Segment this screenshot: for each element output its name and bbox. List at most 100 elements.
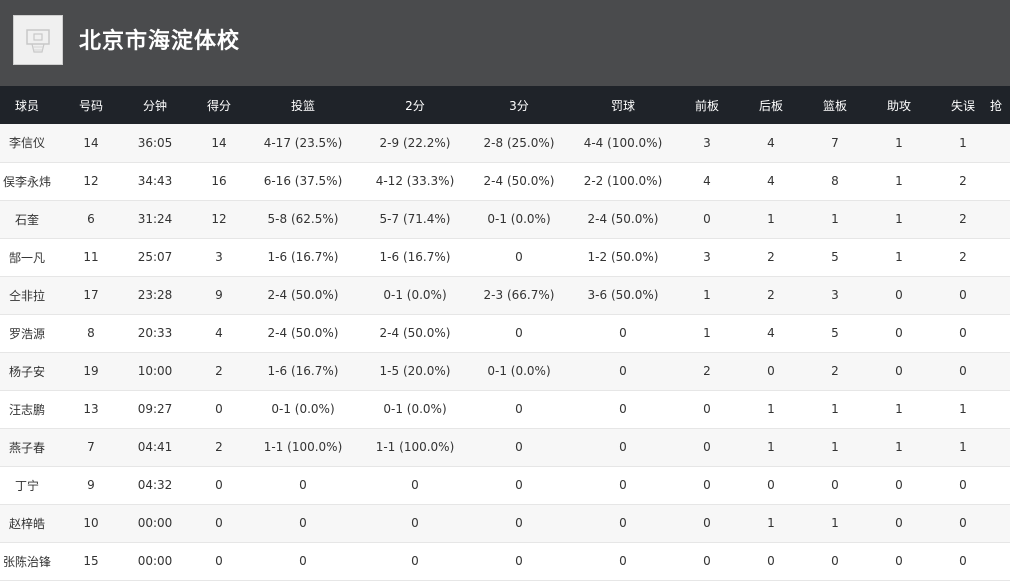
column-header-ft[interactable]: 罚球 — [610, 98, 635, 113]
table-row[interactable]: 李信仪 14 36:05 14 4-17 (23.5%) 2-9 (22.2%) 2-8 (… — [0, 124, 1010, 162]
oreb-cell: 1 — [703, 326, 711, 340]
ft-cell: 0 — [619, 554, 627, 568]
tov-cell: 2 — [959, 174, 967, 188]
oreb-cell: 3 — [703, 250, 711, 264]
team-logo-icon — [26, 29, 50, 53]
table-row[interactable]: 俣李永炜 12 34:43 16 6-16 (37.5%) 4-12 (33.3%) 2-4… — [0, 162, 1010, 200]
column-header-2pt[interactable]: 2分 — [405, 98, 425, 113]
minutes-cell: 09:27 — [137, 402, 173, 416]
ft-cell: 3-6 (50.0%) — [587, 288, 659, 302]
tov-cell: 0 — [959, 364, 967, 378]
number-cell: 6 — [87, 212, 95, 226]
number-cell: 14 — [83, 135, 99, 150]
ft-cell: 0 — [619, 364, 627, 378]
three-pt-cell: 0 — [515, 516, 523, 530]
column-header-reb[interactable]: 篮板 — [822, 98, 847, 113]
two-pt-cell: 5-7 (71.4%) — [379, 212, 451, 226]
ft-cell: 2-4 (50.0%) — [587, 212, 659, 226]
minutes-cell: 04:41 — [137, 440, 173, 454]
reb-cell: 1 — [831, 212, 839, 226]
three-pt-cell: 0 — [515, 478, 523, 492]
reb-cell: 3 — [831, 288, 839, 302]
dreb-cell: 4 — [767, 135, 775, 150]
stl-cell — [982, 124, 1010, 162]
table-row[interactable]: 汪志鹏 13 09:27 0 0-1 (0.0%) 0-1 (0.0%) 0 0 0 1 1 1 1 — [0, 390, 1010, 428]
column-header-oreb[interactable]: 前板 — [694, 98, 719, 113]
table-row[interactable]: 赵梓皓 10 00:00 0 0 0 0 0 0 1 1 0 0 — [0, 504, 1010, 542]
table-row[interactable]: 仝非拉 17 23:28 9 2-4 (50.0%) 0-1 (0.0%) 2-3 (66.… — [0, 276, 1010, 314]
column-header-3pt[interactable]: 3分 — [509, 98, 529, 113]
column-header-ast[interactable]: 助攻 — [886, 98, 911, 113]
stl-cell — [982, 466, 1010, 504]
minutes-cell: 31:24 — [137, 212, 173, 226]
dreb-cell: 0 — [767, 554, 775, 568]
points-cell: 9 — [215, 288, 223, 302]
fg-cell: 1-6 (16.7%) — [267, 364, 339, 378]
points-cell: 3 — [215, 250, 223, 264]
two-pt-cell: 2-9 (22.2%) — [379, 135, 451, 150]
three-pt-cell: 0 — [515, 250, 523, 264]
dreb-cell: 4 — [767, 326, 775, 340]
reb-cell: 1 — [831, 402, 839, 416]
dreb-cell: 1 — [767, 212, 775, 226]
oreb-cell: 0 — [703, 554, 711, 568]
stl-cell — [982, 504, 1010, 542]
column-header-minutes[interactable]: 分钟 — [142, 98, 167, 113]
two-pt-cell: 0 — [411, 478, 419, 492]
minutes-cell: 04:32 — [137, 478, 173, 492]
player-name-cell: 赵梓皓 — [8, 516, 45, 531]
column-header-number[interactable]: 号码 — [78, 98, 103, 113]
column-header-points[interactable]: 得分 — [206, 98, 231, 113]
oreb-cell: 1 — [703, 288, 711, 302]
team-header: 北京市海淀体校 — [0, 0, 1010, 86]
reb-cell: 7 — [831, 135, 839, 150]
ast-cell: 0 — [895, 554, 903, 568]
table-body: 李信仪 14 36:05 14 4-17 (23.5%) 2-9 (22.2%) 2-8 (… — [0, 124, 1010, 580]
table-row[interactable]: 石奎 6 31:24 12 5-8 (62.5%) 5-7 (71.4%) 0-1 (0.0… — [0, 200, 1010, 238]
table-row[interactable]: 张陈治锋 15 00:00 0 0 0 0 0 0 0 0 0 0 — [0, 542, 1010, 580]
ft-cell: 2-2 (100.0%) — [583, 174, 663, 188]
two-pt-cell: 4-12 (33.3%) — [375, 174, 455, 188]
column-header-fg[interactable]: 投篮 — [290, 98, 315, 113]
player-name-cell: 汪志鹏 — [8, 402, 45, 417]
tov-cell: 0 — [959, 288, 967, 302]
fg-cell: 2-4 (50.0%) — [267, 288, 339, 302]
minutes-cell: 00:00 — [137, 554, 173, 568]
oreb-cell: 2 — [703, 364, 711, 378]
column-header-player[interactable]: 球员 — [14, 98, 39, 113]
points-cell: 16 — [211, 174, 227, 188]
player-name-cell: 俣李永炜 — [2, 174, 51, 189]
two-pt-cell: 0-1 (0.0%) — [383, 288, 447, 302]
points-cell: 2 — [215, 364, 223, 378]
player-name-cell: 燕子春 — [8, 440, 45, 455]
column-header-stl[interactable]: 抢 — [989, 98, 1002, 113]
two-pt-cell: 0-1 (0.0%) — [383, 402, 447, 416]
three-pt-cell: 0-1 (0.0%) — [487, 212, 551, 226]
table-row[interactable]: 罗浩源 8 20:33 4 2-4 (50.0%) 2-4 (50.0%) 0 0 1 4 5 0 0 — [0, 314, 1010, 352]
fg-cell: 0 — [299, 516, 307, 530]
player-name-cell: 仝非拉 — [8, 288, 45, 303]
tov-cell: 2 — [959, 250, 967, 264]
column-header-tov[interactable]: 失误 — [950, 98, 975, 113]
dreb-cell: 0 — [767, 364, 775, 378]
team-name: 北京市海淀体校 — [79, 29, 241, 54]
reb-cell: 5 — [831, 250, 839, 264]
number-cell: 15 — [83, 554, 99, 568]
table-row[interactable]: 燕子春 7 04:41 2 1-1 (100.0%) 1-1 (100.0%) 0 0 0 1 1 1… — [0, 428, 1010, 466]
tov-cell: 0 — [959, 478, 967, 492]
tov-cell: 0 — [959, 554, 967, 568]
three-pt-cell: 2-8 (25.0%) — [483, 135, 555, 150]
oreb-cell: 0 — [703, 440, 711, 454]
table-row[interactable]: 丁宁 9 04:32 0 0 0 0 0 0 0 0 0 0 — [0, 466, 1010, 504]
ft-cell: 1-2 (50.0%) — [587, 250, 659, 264]
dreb-cell: 0 — [767, 478, 775, 492]
dreb-cell: 2 — [767, 250, 775, 264]
table-row[interactable]: 杨子安 19 10:00 2 1-6 (16.7%) 1-5 (20.0%) 0-1 (0.… — [0, 352, 1010, 390]
column-header-dreb[interactable]: 后板 — [758, 98, 783, 113]
table-row[interactable]: 郜一凡 11 25:07 3 1-6 (16.7%) 1-6 (16.7%) 0 1-2 (5… — [0, 238, 1010, 276]
three-pt-cell: 0-1 (0.0%) — [487, 364, 551, 378]
ast-cell: 0 — [895, 364, 903, 378]
stl-cell — [982, 200, 1010, 238]
minutes-cell: 20:33 — [137, 326, 173, 340]
number-cell: 12 — [83, 174, 99, 188]
